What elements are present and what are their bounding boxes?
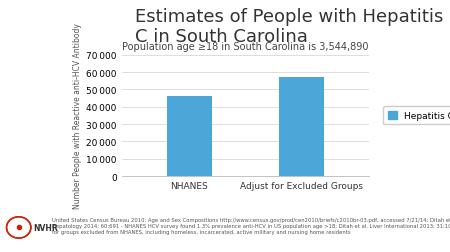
Y-axis label: Number People with Reactive anti-HCV Antibody: Number People with Reactive anti-HCV Ant… — [73, 23, 82, 208]
Title: Population age ≥18 in South Carolina is 3,544,890: Population age ≥18 in South Carolina is … — [122, 42, 369, 52]
Text: NVHR: NVHR — [34, 223, 58, 232]
Text: Estimates of People with Hepatitis
C in South Carolina: Estimates of People with Hepatitis C in … — [135, 8, 443, 46]
Bar — [166, 97, 212, 176]
Text: United States Census Bureau 2010: Age and Sex Compositions http://www.census.gov: United States Census Bureau 2010: Age an… — [52, 217, 450, 234]
Legend: Hepatitis C: Hepatitis C — [383, 107, 450, 125]
Bar — [279, 78, 324, 176]
